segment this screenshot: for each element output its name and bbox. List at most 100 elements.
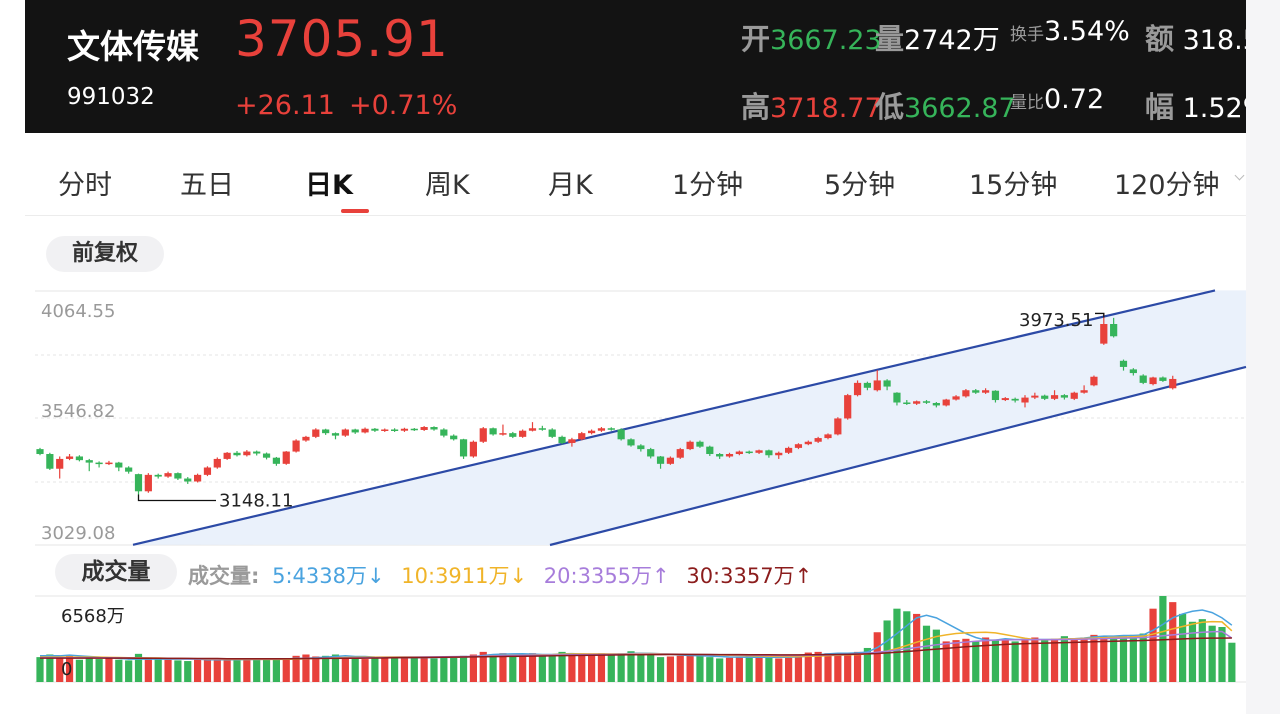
tab-monthly-k[interactable]: 月K (548, 170, 593, 201)
volume-bar (75, 659, 83, 682)
volume-bar (361, 659, 369, 682)
candle-body (253, 451, 261, 454)
volume-bar (65, 655, 74, 682)
tab-intraday[interactable]: 分时 (58, 170, 112, 201)
volume-bar (420, 656, 428, 682)
candle (578, 431, 586, 441)
tab-5-minute[interactable]: 5分钟 (824, 170, 896, 201)
candle-body (1050, 395, 1059, 399)
candle (302, 435, 310, 442)
candle-body (410, 428, 418, 431)
quote-header: 文体传媒 991032 3705.91 +26.11 +0.71% 开3667.… (25, 0, 1246, 133)
candle (883, 379, 891, 391)
trend-channel-upper-line (132, 289, 1216, 546)
candle (253, 450, 261, 456)
amplitude-stat: 幅 1.52% (1145, 84, 1246, 126)
candle (656, 455, 665, 469)
volume-indicator-button[interactable]: 成交量 (55, 554, 177, 590)
volume-bar (400, 657, 409, 682)
volume-bar (1100, 636, 1108, 682)
tab-five-day[interactable]: 五日 (180, 170, 234, 201)
candle (1100, 313, 1108, 345)
volume-bar (1060, 636, 1068, 682)
volume-bar (1149, 608, 1157, 682)
ma-legend-5: 5:4338万↓ (272, 564, 385, 588)
candle-body (588, 430, 596, 434)
volume-bar (95, 659, 103, 682)
candle (479, 427, 487, 443)
candle-body (962, 390, 970, 397)
candle (65, 454, 74, 461)
candle-body (1169, 378, 1177, 389)
candle-body (676, 449, 684, 458)
volume-bar (588, 654, 596, 682)
adjust-mode-button[interactable]: 前复权 (46, 236, 164, 272)
tab-15-minute[interactable]: 15分钟 (969, 170, 1058, 201)
ma-legend-20: 20:3355万↑ (543, 564, 670, 588)
volume-bar (627, 651, 635, 682)
volume-y-zero: 0 (61, 659, 72, 680)
tab-daily-k[interactable]: 日K (305, 170, 353, 201)
tab-1-minute[interactable]: 1分钟 (672, 170, 744, 201)
volume-bar (1208, 625, 1216, 682)
low-annotation-leader (137, 494, 216, 502)
candle-body (331, 433, 340, 436)
candle (272, 456, 280, 466)
candle-body (302, 436, 310, 441)
candle (1001, 397, 1009, 402)
candle-body (1129, 369, 1137, 374)
candle (666, 456, 674, 465)
volume-value: 2742万 (904, 25, 1000, 56)
candle-body (144, 474, 152, 492)
volume-bar (676, 655, 684, 682)
candle (1080, 385, 1088, 394)
candle (735, 450, 743, 456)
volume-bars (36, 596, 1236, 682)
amount-label: 额 (1145, 22, 1175, 56)
volume-bar (647, 654, 655, 682)
low-label: 低 (875, 90, 905, 124)
candle-body (430, 427, 438, 430)
candle (834, 417, 842, 436)
candle (686, 440, 694, 451)
candle (440, 428, 448, 438)
low-annotation-label: 3148.11 (219, 490, 293, 511)
candle (203, 466, 212, 477)
candle (164, 471, 172, 478)
volume-bar (36, 657, 44, 682)
volume-bar (893, 608, 901, 682)
tab-weekly-k[interactable]: 周K (425, 170, 470, 201)
candle-body (725, 454, 734, 457)
turnover-stat: 换手3.54% (1010, 16, 1130, 47)
volume-bar (292, 655, 300, 682)
candle (765, 449, 773, 458)
volume-bar (243, 659, 251, 682)
open-label: 开 (741, 22, 771, 56)
candle-body (203, 467, 212, 475)
ma-legend-title: 成交量: (188, 564, 260, 588)
y-tick-mid: 3546.82 (41, 401, 115, 422)
volume-bar (794, 654, 803, 682)
candle (1031, 392, 1039, 400)
trend-channel-fill (133, 290, 1246, 545)
candle-body (647, 449, 655, 457)
candle-body (765, 450, 773, 456)
candle (134, 473, 143, 495)
candle-body (233, 452, 241, 456)
volume-bar (322, 655, 330, 682)
volume-y-max: 6568万 (61, 606, 125, 627)
candle (105, 460, 113, 466)
candle (56, 456, 64, 479)
price-annotations: 4064.55 3546.82 3029.08 3973.51 3148.11 (41, 301, 1105, 544)
candle-body (361, 428, 369, 433)
candle (627, 438, 635, 447)
candle (617, 428, 625, 441)
candle (952, 395, 960, 401)
volume-bar (134, 653, 143, 682)
tab-120-minute[interactable]: 120分钟 (1114, 170, 1220, 201)
volume-bar (785, 657, 793, 682)
candle-body (568, 439, 576, 443)
candle-body (607, 428, 615, 430)
turnover-label: 换手 (1010, 25, 1044, 45)
